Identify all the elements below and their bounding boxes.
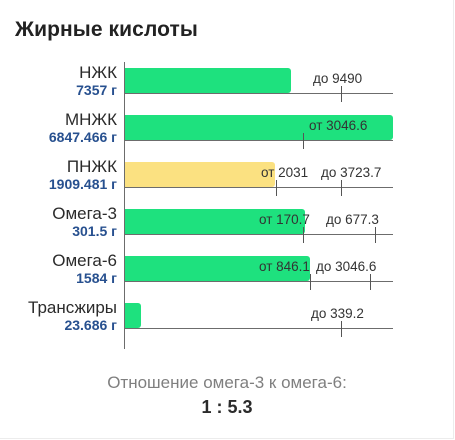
- min-norm-tick: [276, 180, 277, 196]
- nutrient-amount: 6847.466 г: [48, 129, 117, 145]
- nutrient-track: [125, 93, 393, 94]
- nutrient-row-monounsaturated: МНЖК 6847.466 г от 3046.6: [0, 111, 454, 157]
- nutrient-bar: [125, 209, 305, 234]
- nutrient-bar: [125, 162, 275, 187]
- nutrient-row-trans-fats: Трансжиры 23.686 г до 339.2: [0, 299, 454, 345]
- min-norm-tick: [310, 274, 311, 290]
- max-norm-text: до 3723.7: [321, 165, 382, 180]
- nutrient-track: [125, 328, 393, 329]
- nutrient-amount: 1909.481 г: [48, 176, 117, 192]
- nutrient-bar: [125, 303, 141, 328]
- min-norm-text: от 170.7: [259, 212, 310, 227]
- nutrient-label: Трансжиры 23.686 г: [28, 298, 117, 334]
- min-norm-tick: [303, 133, 304, 149]
- nutrient-bar: [125, 115, 393, 140]
- nutrient-amount: 7357 г: [76, 82, 117, 98]
- nutrient-row-polyunsaturated: ПНЖК 1909.481 г от 2031 до 3723.7: [0, 158, 454, 204]
- nutrient-name: Омега-3: [52, 204, 117, 223]
- min-norm-text: от 3046.6: [309, 118, 368, 133]
- max-norm-text: до 677.3: [326, 212, 379, 227]
- nutrient-name: ПНЖК: [66, 157, 117, 176]
- nutrient-track: [125, 187, 393, 188]
- nutrient-name: Омега-6: [52, 251, 117, 270]
- max-norm-tick: [341, 321, 342, 337]
- max-norm-text: до 3046.6: [316, 259, 377, 274]
- card-title: Жирные кислоты: [15, 18, 198, 41]
- min-norm-text: от 846.1: [259, 259, 310, 274]
- nutrient-track: [125, 234, 393, 235]
- min-norm-tick: [303, 227, 304, 243]
- nutrient-row-omega-6: Омега-6 1584 г от 846.1 до 3046.6: [0, 252, 454, 298]
- max-norm-tick: [341, 180, 342, 196]
- nutrient-label: Омега-3 301.5 г: [52, 204, 117, 240]
- max-norm-text: до 9490: [313, 71, 363, 86]
- nutrient-row-saturated: НЖК 7357 г до 9490: [0, 64, 454, 110]
- nutrient-bar: [125, 256, 310, 281]
- max-norm-text: до 339.2: [311, 306, 364, 321]
- nutrient-name: НЖК: [79, 63, 117, 82]
- nutrient-track: [125, 140, 393, 141]
- min-norm-text: от 2031: [261, 165, 309, 180]
- nutrient-label: НЖК 7357 г: [76, 63, 117, 99]
- nutrient-track: [125, 281, 393, 282]
- nutrient-label: Омега-6 1584 г: [52, 251, 117, 287]
- nutrient-amount: 1584 г: [76, 270, 117, 286]
- nutrient-amount: 301.5 г: [72, 223, 117, 239]
- omega-ratio-label: Отношение омега-3 к омега-6:: [107, 373, 347, 392]
- max-norm-tick: [370, 274, 371, 290]
- omega-ratio-value: 1 : 5.3: [201, 397, 253, 417]
- nutrient-amount: 23.686 г: [64, 317, 117, 333]
- nutrient-label: ПНЖК 1909.481 г: [48, 157, 117, 193]
- nutrient-name: МНЖК: [64, 110, 117, 129]
- max-norm-tick: [375, 227, 376, 243]
- max-norm-tick: [341, 86, 342, 102]
- nutrient-bar: [125, 68, 291, 93]
- nutrient-name: Трансжиры: [28, 298, 117, 317]
- chart-axis: [124, 62, 125, 349]
- nutrient-label: МНЖК 6847.466 г: [48, 110, 117, 146]
- nutrient-row-omega-3: Омега-3 301.5 г от 170.7 до 677.3: [0, 205, 454, 251]
